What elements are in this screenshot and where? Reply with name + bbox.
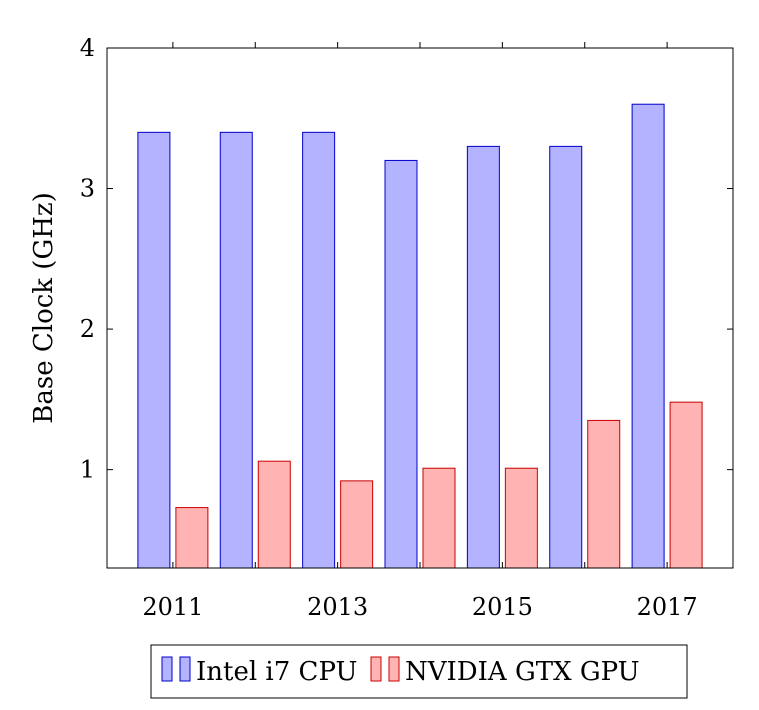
legend: Intel i7 CPU NVIDIA GTX GPU [150,644,688,699]
legend-label-nvidia: NVIDIA GTX GPU [405,657,640,687]
bar-nvidia-2016 [587,419,621,569]
bar-nvidia-2013 [340,480,374,569]
y-tick-label-1: 1 [80,456,95,484]
ticks-layer: 2011 2013 2015 2017 1 2 3 4 [80,34,733,621]
bar-intel-2017 [631,103,665,569]
y-tick-label-4: 4 [80,34,95,62]
legend-box [150,644,688,699]
bar-nvidia-2014 [422,467,456,569]
y-tick-label-3: 3 [80,175,95,203]
bar-nvidia-2015 [504,467,538,569]
x-tick-label-2011: 2011 [142,593,203,621]
bar-nvidia-2017 [669,401,703,569]
x-tick-label-2013: 2013 [307,593,368,621]
y-axis-label: Base Clock (GHz) [29,192,59,423]
x-tick-label-2017: 2017 [637,593,698,621]
legend-swatch-intel-right [179,656,191,682]
legend-swatch-nvidia-right [388,656,400,682]
bar-intel-2015 [466,145,500,569]
bar-intel-2014 [384,159,418,569]
bar-intel-2013 [302,131,336,569]
bar-intel-2012 [219,131,253,569]
legend-swatch-intel-left [161,656,173,682]
y-tick-label-2: 2 [80,315,95,343]
bar-intel-2011 [137,131,171,569]
bars-layer [137,103,703,569]
x-tick-label-2015: 2015 [472,593,533,621]
bar-intel-2016 [549,145,583,569]
legend-label-intel: Intel i7 CPU [196,657,357,687]
bar-nvidia-2012 [257,460,291,569]
bar-nvidia-2011 [175,507,209,569]
legend-swatch-nvidia-left [370,656,382,682]
